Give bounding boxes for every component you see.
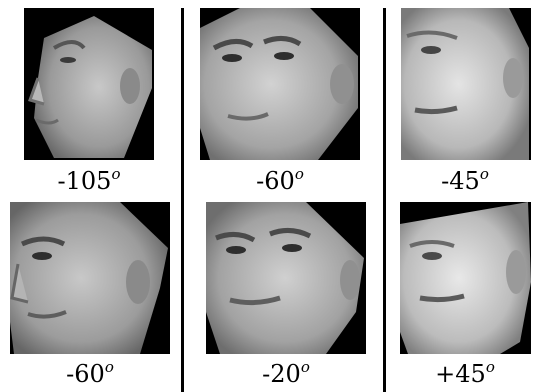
face-image-1 xyxy=(24,8,154,160)
angle-label-5: -20o xyxy=(262,358,310,389)
face-image-4 xyxy=(10,202,170,354)
face-image-2 xyxy=(200,8,360,160)
face-image-5 xyxy=(206,202,366,354)
angle-label-2: -60o xyxy=(256,165,304,196)
face-image-6 xyxy=(400,202,531,354)
angle-label-6: +45o xyxy=(435,358,495,389)
column-divider-left xyxy=(181,8,184,392)
angle-label-3: -45o xyxy=(441,165,489,196)
face-image-3 xyxy=(401,8,531,160)
angle-label-4: -60o xyxy=(66,358,114,389)
angle-label-1: -105o xyxy=(57,165,121,196)
column-divider-right xyxy=(383,8,386,392)
